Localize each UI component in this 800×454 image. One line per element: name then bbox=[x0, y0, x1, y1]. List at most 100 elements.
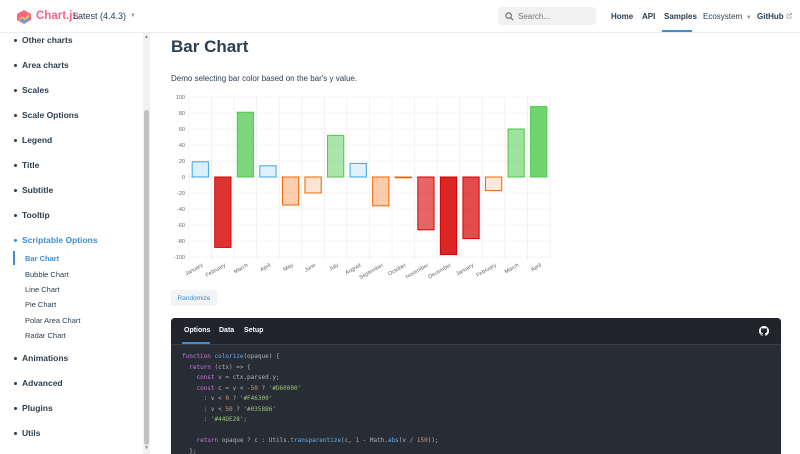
tab-options[interactable]: Options bbox=[184, 327, 211, 334]
version-dropdown[interactable]: Latest (4.4.3) ▼ bbox=[73, 11, 136, 21]
scroll-down-icon[interactable]: ▼ bbox=[144, 445, 149, 451]
tab-data[interactable]: Data bbox=[219, 327, 235, 334]
code-tabs: Options Data Setup bbox=[171, 318, 781, 345]
bullet-icon bbox=[14, 406, 17, 410]
y-tick-label: -80 bbox=[177, 239, 185, 245]
sidebar-item-label: Title bbox=[22, 160, 40, 170]
sidebar-item-animations[interactable]: Animations bbox=[14, 353, 68, 363]
bullet-icon bbox=[14, 213, 17, 217]
sidebar-item-legend[interactable]: Legend bbox=[14, 135, 52, 145]
brand-name[interactable]: Chart.js bbox=[36, 10, 79, 22]
bullet-icon bbox=[14, 431, 17, 435]
bar bbox=[259, 165, 277, 178]
sidebar-item-label: Scales bbox=[22, 85, 49, 95]
sidebar-item-subtitle[interactable]: Subtitle bbox=[14, 185, 53, 195]
sidebar-subitem-radar-chart[interactable]: Radar Chart bbox=[25, 331, 66, 340]
code-content: function colorize(opaque) { return (ctx)… bbox=[182, 353, 439, 454]
sidebar-item-other-charts[interactable]: Other charts bbox=[14, 35, 73, 45]
bar bbox=[394, 176, 412, 179]
bar bbox=[349, 162, 367, 178]
top-navbar: Chart.js Latest (4.4.3) ▼ Home API Sampl… bbox=[0, 0, 800, 33]
sidebar-item-label: Other charts bbox=[22, 35, 73, 45]
chartjs-logo-icon[interactable] bbox=[16, 9, 32, 25]
randomize-button[interactable]: Randomize bbox=[171, 290, 217, 306]
bar bbox=[462, 176, 480, 240]
bar bbox=[304, 176, 322, 194]
y-tick-label: 0 bbox=[182, 175, 185, 181]
sidebar-subitem-polar-area-chart[interactable]: Polar Area Chart bbox=[25, 316, 81, 325]
sidebar-item-tooltip[interactable]: Tooltip bbox=[14, 210, 50, 220]
sidebar-subitem-pie-chart[interactable]: Pie Chart bbox=[25, 300, 57, 309]
bar bbox=[439, 176, 458, 256]
chevron-down-icon: ▼ bbox=[130, 13, 136, 19]
bar bbox=[417, 176, 435, 231]
y-tick-label: 40 bbox=[179, 143, 185, 149]
bar bbox=[507, 128, 525, 178]
x-tick-label: June bbox=[304, 263, 317, 274]
x-tick-label: February bbox=[205, 262, 227, 278]
active-nav-indicator bbox=[662, 30, 692, 32]
nav-github-link[interactable]: GitHub bbox=[757, 12, 792, 21]
search-input[interactable] bbox=[518, 11, 588, 21]
bullet-icon bbox=[14, 38, 17, 42]
sidebar-scrollbar-thumb[interactable] bbox=[144, 110, 149, 445]
search-box[interactable] bbox=[498, 7, 596, 25]
x-tick-label: January bbox=[184, 262, 204, 277]
nav-github-label: GitHub bbox=[757, 12, 784, 21]
bullet-icon bbox=[14, 113, 17, 117]
sidebar bbox=[0, 33, 150, 454]
sidebar-item-utils[interactable]: Utils bbox=[14, 428, 40, 438]
bar bbox=[281, 176, 300, 206]
page-description: Demo selecting bar color based on the ba… bbox=[171, 74, 358, 83]
bar bbox=[236, 111, 255, 178]
bullet-icon bbox=[14, 188, 17, 192]
y-tick-label: 80 bbox=[179, 111, 185, 117]
sidebar-item-label: Area charts bbox=[22, 60, 69, 70]
sidebar-item-label: Advanced bbox=[22, 378, 63, 388]
bar bbox=[327, 134, 345, 178]
sidebar-item-scales[interactable]: Scales bbox=[14, 85, 49, 95]
sidebar-item-label: Subtitle bbox=[22, 185, 54, 195]
bullet-icon bbox=[14, 88, 17, 92]
sidebar-item-label: Legend bbox=[22, 135, 53, 145]
sidebar-subitem-bar-chart[interactable]: Bar Chart bbox=[25, 254, 60, 263]
sidebar-item-label: Plugins bbox=[22, 403, 53, 413]
bar bbox=[484, 176, 503, 192]
x-tick-label: March bbox=[504, 263, 520, 276]
bullet-icon bbox=[14, 63, 17, 67]
nav-home-link[interactable]: Home bbox=[611, 12, 634, 21]
bar bbox=[191, 161, 209, 178]
x-tick-label: December bbox=[427, 262, 452, 280]
sidebar-item-label: Scriptable Options bbox=[22, 235, 98, 245]
nav-api-link[interactable]: API bbox=[642, 12, 656, 21]
bar bbox=[372, 176, 390, 207]
sidebar-item-scale-options[interactable]: Scale Options bbox=[14, 110, 79, 120]
nav-samples-link[interactable]: Samples bbox=[664, 12, 697, 21]
bar bbox=[214, 176, 232, 248]
sidebar-item-label: Utils bbox=[22, 428, 41, 438]
sidebar-item-advanced[interactable]: Advanced bbox=[14, 378, 63, 388]
x-tick-label: March bbox=[233, 263, 249, 276]
sidebar-item-title[interactable]: Title bbox=[14, 160, 39, 170]
code-panel: Options Data Setup function colorize(opa… bbox=[171, 318, 781, 454]
y-tick-label: -100 bbox=[174, 255, 185, 261]
sidebar-item-label: Tooltip bbox=[22, 210, 50, 220]
tab-setup[interactable]: Setup bbox=[244, 327, 264, 334]
y-tick-label: 20 bbox=[179, 159, 185, 165]
sidebar-item-scriptable-options[interactable]: Scriptable Options bbox=[14, 235, 98, 245]
active-tab-indicator bbox=[182, 342, 210, 344]
nav-ecosystem-dropdown[interactable]: Ecosystem ▼ bbox=[703, 12, 752, 21]
scroll-up-icon[interactable]: ▲ bbox=[144, 34, 149, 40]
x-tick-label: July bbox=[328, 262, 340, 272]
x-tick-label: May bbox=[283, 262, 295, 273]
y-tick-label: -20 bbox=[177, 191, 185, 197]
github-icon[interactable] bbox=[759, 326, 769, 336]
chevron-down-icon: ▼ bbox=[744, 15, 752, 21]
y-tick-label: -40 bbox=[177, 207, 185, 213]
sidebar-item-area-charts[interactable]: Area charts bbox=[14, 60, 69, 70]
sidebar-subitem-bubble-chart[interactable]: Bubble Chart bbox=[25, 270, 69, 279]
sidebar-subitem-line-chart[interactable]: Line Chart bbox=[25, 285, 60, 294]
page-title: Bar Chart bbox=[171, 37, 249, 56]
sidebar-item-plugins[interactable]: Plugins bbox=[14, 403, 53, 413]
